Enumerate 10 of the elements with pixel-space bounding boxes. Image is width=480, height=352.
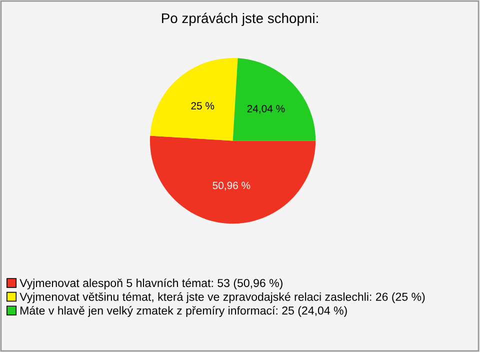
data-label: 25 % [191, 102, 214, 110]
pie-slice [232, 58, 316, 141]
legend-label: Vyjmenovat většinu témat, která jste ve zpravodajské relaci zaslechli: 26 (25 %) [20, 292, 425, 304]
data-label: 24,04 % [247, 104, 285, 114]
pie-slice [150, 58, 238, 141]
data-label: 50,96 % [212, 182, 250, 190]
chart-title: Po zprávách jste schopni: [162, 12, 318, 26]
legend-label: Vyjmenovat alespoň 5 hlavních témat: 53 (50,96 %) [20, 278, 282, 290]
pie-slice [150, 136, 316, 224]
legend-label: Máte v hlavě jen velký zmatek z přemíry informací: 25 (24,04 %) [20, 306, 347, 317]
